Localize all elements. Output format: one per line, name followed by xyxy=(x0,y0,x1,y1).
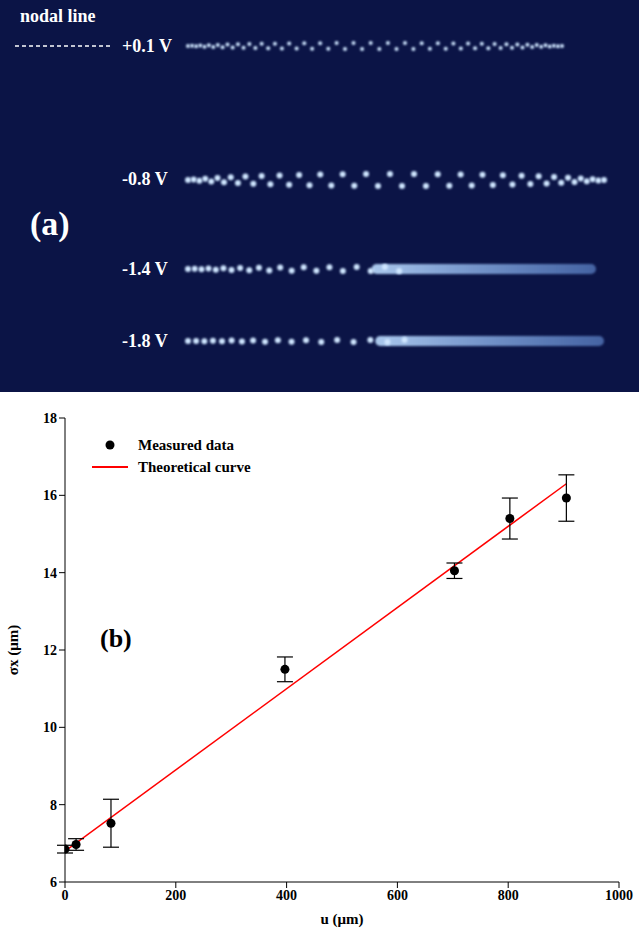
svg-text:-1.8 V: -1.8 V xyxy=(122,331,168,351)
svg-text:18: 18 xyxy=(43,411,57,426)
svg-text:14: 14 xyxy=(43,566,57,581)
svg-text:1000: 1000 xyxy=(605,888,633,903)
html-text:Theoretical curve: Theoretical curve xyxy=(138,459,251,475)
svg-text:(a): (a) xyxy=(30,205,70,243)
svg-text:600: 600 xyxy=(387,888,408,903)
svg-text:-0.8 V: -0.8 V xyxy=(122,169,168,189)
svg-text:16: 16 xyxy=(43,488,57,503)
svg-text:200: 200 xyxy=(165,888,186,903)
svg-text:0: 0 xyxy=(62,888,69,903)
svg-text:σx (μm): σx (μm) xyxy=(5,625,22,675)
svg-text:8: 8 xyxy=(50,798,57,813)
svg-text:u (μm): u (μm) xyxy=(320,911,363,928)
html-text:Measured data: Measured data xyxy=(138,437,234,453)
svg-text:800: 800 xyxy=(498,888,519,903)
svg-text:+0.1 V: +0.1 V xyxy=(122,36,172,56)
html-text:(b): (b) xyxy=(100,624,132,653)
svg-text:12: 12 xyxy=(43,643,57,658)
svg-text:nodal line: nodal line xyxy=(20,6,96,26)
svg-text:-1.4 V: -1.4 V xyxy=(122,259,168,279)
svg-text:400: 400 xyxy=(276,888,297,903)
svg-text:10: 10 xyxy=(43,720,57,735)
svg-text:6: 6 xyxy=(50,875,57,890)
